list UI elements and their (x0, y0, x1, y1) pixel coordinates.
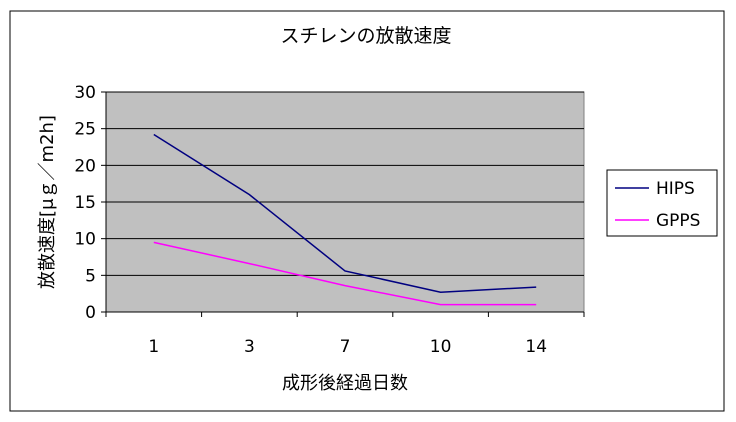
legend: HIPS GPPS (615, 179, 700, 231)
y-tick-label: 30 (74, 83, 96, 103)
y-tick-label: 0 (85, 303, 96, 323)
legend-label-gpps: GPPS (656, 211, 700, 231)
legend-label-hips: HIPS (656, 179, 695, 199)
y-axis-title: 放散速度[μｇ／m2h] (37, 115, 58, 289)
x-axis-ticks: 1 3 7 10 14 (105, 312, 585, 357)
x-tick-label: 14 (525, 337, 547, 357)
y-tick-label: 10 (74, 230, 96, 250)
y-axis-ticks: 0 5 10 15 20 25 30 (74, 83, 106, 323)
y-tick-label: 20 (74, 156, 96, 176)
legend-box (606, 169, 718, 237)
x-axis-title: 成形後経過日数 (282, 373, 408, 394)
x-tick-label: 3 (244, 337, 255, 357)
x-tick-label: 1 (148, 337, 159, 357)
y-tick-label: 15 (74, 193, 96, 213)
series-lines (153, 133, 537, 306)
gridlines (106, 91, 584, 276)
x-tick-label: 7 (340, 337, 351, 357)
y-tick-label: 25 (74, 120, 96, 140)
x-tick-label: 10 (430, 337, 452, 357)
y-tick-label: 5 (85, 266, 96, 286)
chart-title: スチレンの放散速度 (280, 25, 451, 47)
